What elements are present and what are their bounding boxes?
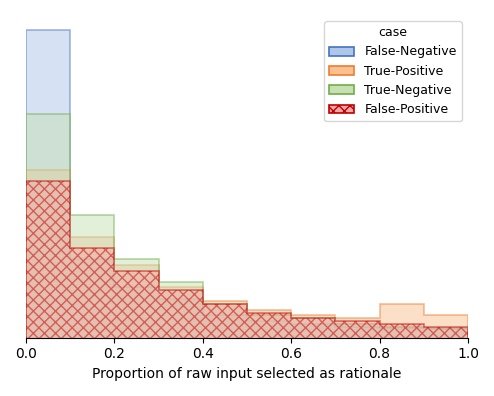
Legend: False-Negative, True-Positive, True-Negative, False-Positive: False-Negative, True-Positive, True-Nega… <box>325 21 462 121</box>
X-axis label: Proportion of raw input selected as rationale: Proportion of raw input selected as rati… <box>92 367 402 381</box>
